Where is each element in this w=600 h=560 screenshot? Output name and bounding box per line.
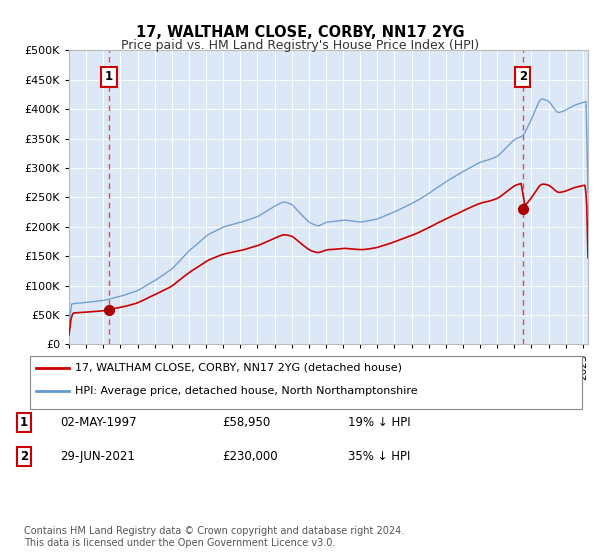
Text: Contains HM Land Registry data © Crown copyright and database right 2024.
This d: Contains HM Land Registry data © Crown c… (24, 526, 404, 548)
Text: HPI: Average price, detached house, North Northamptonshire: HPI: Average price, detached house, Nort… (75, 386, 418, 396)
Text: 29-JUN-2021: 29-JUN-2021 (60, 450, 135, 463)
Text: 1: 1 (20, 416, 28, 430)
Text: £58,950: £58,950 (222, 416, 270, 430)
Text: Price paid vs. HM Land Registry's House Price Index (HPI): Price paid vs. HM Land Registry's House … (121, 39, 479, 52)
Text: 19% ↓ HPI: 19% ↓ HPI (348, 416, 410, 430)
Text: 2: 2 (518, 71, 527, 83)
Text: 1: 1 (105, 71, 113, 83)
Text: 2: 2 (20, 450, 28, 463)
Text: 17, WALTHAM CLOSE, CORBY, NN17 2YG (detached house): 17, WALTHAM CLOSE, CORBY, NN17 2YG (deta… (75, 363, 402, 373)
Text: £230,000: £230,000 (222, 450, 278, 463)
Text: 17, WALTHAM CLOSE, CORBY, NN17 2YG: 17, WALTHAM CLOSE, CORBY, NN17 2YG (136, 25, 464, 40)
Text: 02-MAY-1997: 02-MAY-1997 (60, 416, 137, 430)
Text: 35% ↓ HPI: 35% ↓ HPI (348, 450, 410, 463)
